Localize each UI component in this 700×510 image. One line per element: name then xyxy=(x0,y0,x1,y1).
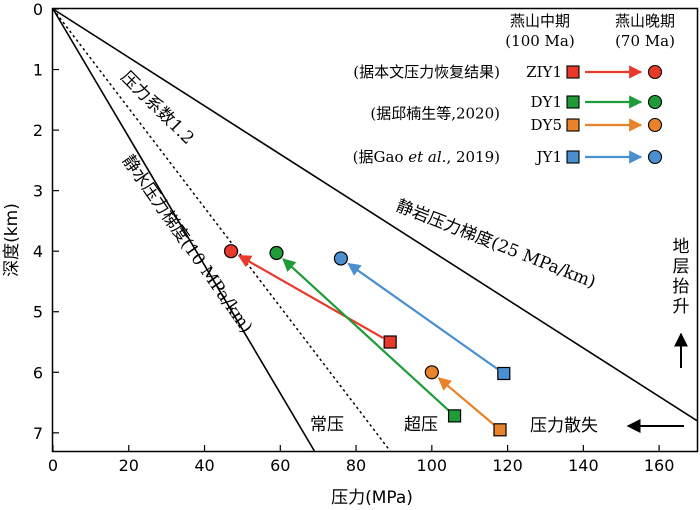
y-tick-label: 7 xyxy=(33,424,43,443)
point-dy1-late-yanshan xyxy=(269,245,284,261)
x-tick-label: 100 xyxy=(417,456,448,475)
y-tick-label: 0 xyxy=(33,0,43,19)
legend-square-ziy1 xyxy=(566,65,580,79)
point-jy1-mid-yanshan xyxy=(497,366,511,381)
uplift-char-1: 地 xyxy=(673,237,690,257)
y-tick-label: 4 xyxy=(33,242,43,261)
y-tick-label: 3 xyxy=(33,182,43,201)
legend-circle-ziy1 xyxy=(647,64,663,80)
legend-source-2: (据邱楠生等,2020) xyxy=(370,105,500,123)
x-axis-label: 压力(MPa) xyxy=(331,488,413,508)
normal-pressure-label: 常压 xyxy=(310,415,344,435)
y-tick-label: 2 xyxy=(33,121,43,140)
y-axis-label: 深度(km) xyxy=(2,203,22,277)
legend-square-jy1 xyxy=(566,150,580,164)
uplift-char-4: 升 xyxy=(673,297,690,317)
overpressure-label: 超压 xyxy=(404,415,438,435)
uplift-char-3: 抬 xyxy=(673,277,690,297)
x-tick-label: 160 xyxy=(644,456,675,475)
x-tick-label: 80 xyxy=(346,456,366,475)
dissipation-label: 压力散失 xyxy=(530,416,598,436)
legend-circle-dy1 xyxy=(647,94,663,110)
y-tick-label: 5 xyxy=(33,303,43,322)
legend-well-ziy1: ZIY1 xyxy=(526,63,562,81)
point-dy1-mid-yanshan xyxy=(447,409,462,423)
hydrostatic-label: 静水压力梯度(10 MPa/km) xyxy=(118,151,256,337)
arrow-ziy1 xyxy=(237,254,384,340)
x-tick-label: 0 xyxy=(48,456,58,475)
uplift-indicator: 地 层 抬 升 xyxy=(673,237,690,368)
point-ziy1-mid-yanshan xyxy=(383,335,397,349)
legend-source-1: (据本文压力恢复结果) xyxy=(353,63,500,81)
lithostatic-label: 静岩压力梯度(25 MPa/km) xyxy=(393,196,598,293)
plot-frame xyxy=(51,7,699,453)
uplift-char-2: 层 xyxy=(673,257,690,277)
legend-source-3: (据Gao et al., 2019) xyxy=(353,148,500,166)
point-ziy1-late-yanshan xyxy=(223,244,239,259)
y-tick-label: 1 xyxy=(33,61,43,80)
legend-header-late-age: (70 Ma) xyxy=(615,32,675,50)
y-tick-label: 6 xyxy=(33,363,43,382)
legend-header-late: 燕山晚期 xyxy=(615,12,675,30)
legend-header-mid: 燕山中期 xyxy=(510,12,570,30)
reference-line-2 xyxy=(52,8,316,452)
arrow-dy5 xyxy=(437,377,495,426)
x-tick-label: 40 xyxy=(194,456,214,475)
point-jy1-late-yanshan xyxy=(333,251,349,266)
point-dy5-late-yanshan xyxy=(424,365,439,380)
arrow-jy1 xyxy=(347,262,498,370)
legend-circle-jy1 xyxy=(647,149,663,165)
legend-square-dy5 xyxy=(566,118,580,132)
legend-circle-dy5 xyxy=(647,117,663,133)
dissipation-indicator: 压力散失 xyxy=(530,416,684,436)
x-tick-label: 120 xyxy=(492,456,523,475)
x-tick-label: 140 xyxy=(568,456,599,475)
point-dy5-mid-yanshan xyxy=(493,423,507,437)
arrow-dy1 xyxy=(282,258,450,412)
x-tick-label: 20 xyxy=(119,456,139,475)
reference-line-1 xyxy=(52,8,698,422)
legend-well-jy1: JY1 xyxy=(535,148,562,166)
legend-well-dy1: DY1 xyxy=(531,93,562,111)
legend-square-dy1 xyxy=(566,95,580,109)
reference-line-3 xyxy=(52,8,391,452)
x-tick-label: 60 xyxy=(270,456,290,475)
legend-header-mid-age: (100 Ma) xyxy=(505,32,574,50)
legend-well-dy5: DY5 xyxy=(531,116,562,134)
legend: 燕山中期 (100 Ma) 燕山晚期 (70 Ma) (据本文压力恢复结果) ZI… xyxy=(353,12,675,166)
